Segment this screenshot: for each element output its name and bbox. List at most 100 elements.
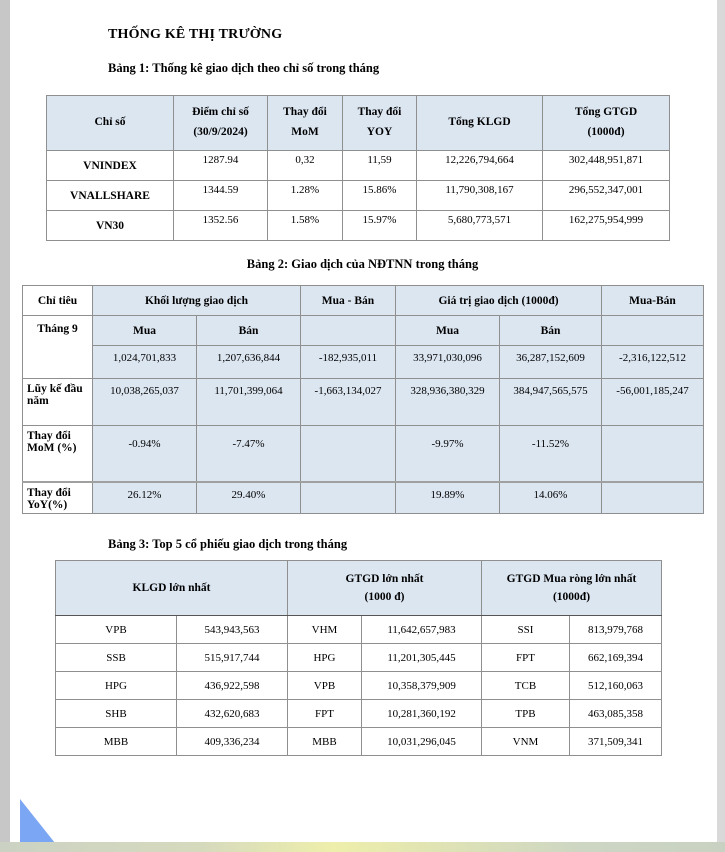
t2-row-label: Lũy kế đầu năm <box>22 378 93 426</box>
table2-row-mom: Thay đổi MoM (%) -0.94% -7.47% -9.97% -1… <box>22 425 704 482</box>
t2-row-label: Thay đổi MoM (%) <box>22 425 93 482</box>
t3-header-klgd: KLGD lớn nhất <box>55 560 288 616</box>
t3-ticker: HPG <box>55 671 177 700</box>
table1-caption: Bảng 1: Thống kê giao dịch theo chỉ số t… <box>108 61 380 75</box>
t1-header-gtgd-line2: (1000đ) <box>587 126 625 138</box>
t2-cell: -9.97% <box>395 425 500 482</box>
t3-ticker: HPG <box>287 643 362 672</box>
table1-row-vn30: VN30 1352.56 1.58% 15.97% 5,680,773,571 … <box>46 210 670 241</box>
table2-sub-header-row: Tháng 9 Mua Bán Mua Bán <box>22 315 704 379</box>
table1-row-vnallshare: VNALLSHARE 1344.59 1.28% 15.86% 11,790,3… <box>46 180 670 211</box>
table2-row-luy-ke: Lũy kế đầu năm 10,038,265,037 11,701,399… <box>22 378 704 426</box>
t1-cell-points: 1287.94 <box>173 150 268 181</box>
t2-cell: 36,287,152,609 <box>499 345 602 379</box>
t1-cell-gtgd: 302,448,951,871 <box>542 150 670 181</box>
t3-ticker: SSI <box>481 615 570 644</box>
t1-header-points: Điểm chỉ số (30/9/2024) <box>173 95 268 151</box>
table1-header-row: Chỉ số Điểm chỉ số (30/9/2024) Thay đổi … <box>46 95 670 151</box>
t3-ticker: VPB <box>55 615 177 644</box>
table2-caption: Bảng 2: Giao dịch của NĐTNN trong tháng <box>246 257 479 271</box>
t1-header-index: Chỉ số <box>46 95 174 151</box>
t1-row-label: VNALLSHARE <box>46 180 174 211</box>
t2-header-chi-tieu: Chỉ tiêu <box>22 285 93 316</box>
table3-header-row: KLGD lớn nhất GTGD lớn nhất (1000 đ) GTG… <box>55 560 662 616</box>
table3-row-4: SHB 432,620,683 FPT 10,281,360,192 TPB 4… <box>55 699 662 728</box>
t3-header-klgd-title: KLGD lớn nhất <box>132 582 211 594</box>
t1-cell-yoy: 15.86% <box>342 180 417 211</box>
table3-row-1: VPB 543,943,563 VHM 11,642,657,983 SSI 8… <box>55 615 662 644</box>
t1-row-label: VNINDEX <box>46 150 174 181</box>
t2-cell: 10,038,265,037 <box>92 378 197 426</box>
t2-cell: -1,663,134,027 <box>300 378 396 426</box>
t1-header-yoy-line2: YOY <box>366 126 393 138</box>
t3-header-gtgd-title: GTGD lớn nhất <box>345 573 424 585</box>
t2-cell: -0.94% <box>92 425 197 482</box>
t2-cell: -182,935,011 <box>300 345 396 379</box>
t2-cell: -56,001,185,247 <box>601 378 704 426</box>
t2-cell: 328,936,380,329 <box>395 378 500 426</box>
t3-value: 11,201,305,445 <box>361 643 482 672</box>
t2-cell: 384,947,565,575 <box>499 378 602 426</box>
t2-cell: -7.47% <box>196 425 301 482</box>
t1-header-mom: Thay đổi MoM <box>267 95 343 151</box>
t3-ticker: MBB <box>287 727 362 756</box>
t2-cell: 11,701,399,064 <box>196 378 301 426</box>
t2-cell: -2,316,122,512 <box>601 345 704 379</box>
t3-header-net-unit: (1000đ) <box>552 591 591 603</box>
t2-cell <box>300 425 396 482</box>
t1-cell-yoy: 15.97% <box>342 210 417 241</box>
t3-ticker: VHM <box>287 615 362 644</box>
table1-row-vnindex: VNINDEX 1287.94 0,32 11,59 12,226,794,66… <box>46 150 670 181</box>
t3-value: 10,358,379,909 <box>361 671 482 700</box>
t1-cell-klgd: 12,226,794,664 <box>416 150 543 181</box>
t3-value: 436,922,598 <box>176 671 288 700</box>
footer-gradient-bar <box>0 842 725 852</box>
t2-subheader-sell-value: Bán <box>499 315 602 346</box>
t3-value: 371,509,341 <box>569 727 662 756</box>
t3-value: 543,943,563 <box>176 615 288 644</box>
t1-header-mom-line1: Thay đổi <box>283 106 327 119</box>
t3-value: 512,160,063 <box>569 671 662 700</box>
t3-value: 813,979,768 <box>569 615 662 644</box>
page-title: THỐNG KÊ THỊ TRƯỜNG <box>108 27 283 42</box>
table3-row-3: HPG 436,922,598 VPB 10,358,379,909 TCB 5… <box>55 671 662 700</box>
table3-caption: Bảng 3: Top 5 cổ phiếu giao dịch trong t… <box>108 537 348 551</box>
t2-row-label-thang9: Tháng 9 <box>22 315 93 379</box>
t3-ticker: SSB <box>55 643 177 672</box>
t1-cell-gtgd: 296,552,347,001 <box>542 180 670 211</box>
t1-cell-gtgd: 162,275,954,999 <box>542 210 670 241</box>
t2-cell: 26.12% <box>92 480 197 514</box>
t2-cell: 29.40% <box>196 480 301 514</box>
t2-cell: 14.06% <box>499 480 602 514</box>
t2-cell: 33,971,030,096 <box>395 345 500 379</box>
t2-cell: -11.52% <box>499 425 602 482</box>
t1-header-mom-line2: MoM <box>291 126 319 138</box>
t2-cell: 19.89% <box>395 480 500 514</box>
t1-cell-mom: 1.28% <box>267 180 343 211</box>
table1-index-statistics: Chỉ số Điểm chỉ số (30/9/2024) Thay đổi … <box>46 95 670 241</box>
page-edge-right <box>717 0 725 843</box>
table2-foreign-investors: Chỉ tiêu Khối lượng giao dịch Mua - Bán … <box>22 285 704 514</box>
table3-row-2: SSB 515,917,744 HPG 11,201,305,445 FPT 6… <box>55 643 662 672</box>
t2-cell <box>601 480 704 514</box>
table2-group-header-row: Chỉ tiêu Khối lượng giao dịch Mua - Bán … <box>22 285 704 316</box>
table3-top5-stocks: KLGD lớn nhất GTGD lớn nhất (1000 đ) GTG… <box>55 560 662 756</box>
t1-header-points-line2: (30/9/2024) <box>193 126 248 138</box>
t1-header-klgd-label: Tổng KLGD <box>448 116 511 129</box>
table2-month-values-row: 1,024,701,833 1,207,636,844 -182,935,011… <box>23 345 704 379</box>
t3-value: 11,642,657,983 <box>361 615 482 644</box>
t3-ticker: VPB <box>287 671 362 700</box>
t2-subheader-empty <box>601 315 704 346</box>
table2-row-yoy: Thay đổi YoY(%) 26.12% 29.40% 19.89% 14.… <box>22 480 704 514</box>
t1-header-yoy-line1: Thay đổi <box>357 106 402 119</box>
t3-ticker: MBB <box>55 727 177 756</box>
t3-ticker: SHB <box>55 699 177 728</box>
t1-cell-points: 1344.59 <box>173 180 268 211</box>
t2-cell: 1,024,701,833 <box>92 345 197 379</box>
t3-ticker: FPT <box>481 643 570 672</box>
t3-header-gtgd: GTGD lớn nhất (1000 đ) <box>287 560 482 616</box>
t2-cell <box>601 425 704 482</box>
t1-cell-mom: 1.58% <box>267 210 343 241</box>
t1-header-yoy: Thay đổi YOY <box>342 95 417 151</box>
